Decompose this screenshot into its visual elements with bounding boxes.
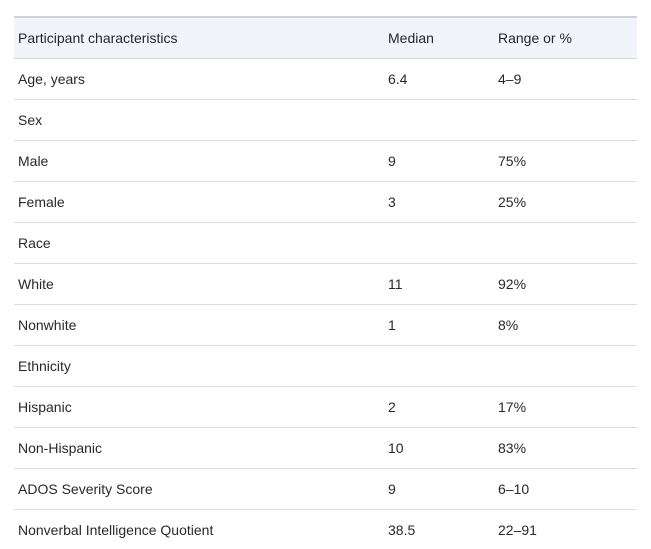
row-label: White bbox=[14, 263, 388, 305]
table-row: Ethnicity bbox=[14, 345, 637, 387]
column-header-characteristics: Participant characteristics bbox=[14, 17, 388, 59]
row-label: Female bbox=[14, 181, 388, 223]
table-row: Race bbox=[14, 222, 637, 264]
row-label: Male bbox=[14, 140, 388, 182]
row-median bbox=[388, 99, 498, 141]
table-header: Participant characteristics Median Range… bbox=[14, 17, 637, 59]
row-label: Nonverbal Intelligence Quotient bbox=[18, 522, 214, 538]
column-header-median: Median bbox=[388, 17, 498, 59]
row-label: ADOS Severity Score bbox=[14, 468, 388, 510]
row-range: 22–91 bbox=[498, 522, 537, 538]
table-body: Age, years 6.4 4–9 Sex Male 9 75% Female… bbox=[14, 58, 637, 549]
row-range bbox=[498, 345, 637, 387]
row-median: 6.4 bbox=[388, 58, 498, 100]
row-label: Age, years bbox=[14, 58, 388, 100]
row-median bbox=[388, 222, 498, 264]
row-median: 10 bbox=[388, 427, 498, 469]
row-label: Nonwhite bbox=[14, 304, 388, 346]
table-row: Sex bbox=[14, 99, 637, 141]
table-row: Nonwhite 1 8% bbox=[14, 304, 637, 346]
row-median bbox=[388, 345, 498, 387]
row-label: Race bbox=[14, 222, 388, 264]
row-label: Non-Hispanic bbox=[14, 427, 388, 469]
table-row: Age, years 6.4 4–9 bbox=[14, 58, 637, 100]
row-range bbox=[498, 222, 637, 264]
row-label: Ethnicity bbox=[14, 345, 388, 387]
participant-characteristics-table: Participant characteristics Median Range… bbox=[14, 16, 637, 549]
row-label: Hispanic bbox=[14, 386, 388, 428]
row-range: 83% bbox=[498, 427, 637, 469]
table-row: Female 3 25% bbox=[14, 181, 637, 223]
column-header-range: Range or % bbox=[498, 17, 637, 59]
table-row: ADOS Severity Score 9 6–10 bbox=[14, 468, 637, 510]
row-range: 25% bbox=[498, 181, 637, 223]
row-label: Sex bbox=[14, 99, 388, 141]
row-range: 6–10 bbox=[498, 468, 637, 510]
row-median: 38.5 bbox=[388, 522, 416, 538]
row-median: 11 bbox=[388, 263, 498, 305]
table-row: Non-Hispanic 10 83% bbox=[14, 427, 637, 469]
row-range: 4–9 bbox=[498, 58, 637, 100]
table-row: Hispanic 2 17% bbox=[14, 386, 637, 428]
row-median: 9 bbox=[388, 140, 498, 182]
table-row: Male 9 75% bbox=[14, 140, 637, 182]
row-median: 9 bbox=[388, 468, 498, 510]
row-range: 8% bbox=[498, 304, 637, 346]
row-range: 17% bbox=[498, 386, 637, 428]
row-range bbox=[498, 99, 637, 141]
header-row: Participant characteristics Median Range… bbox=[14, 17, 637, 59]
table-row: Nonverbal Intelligence Quotient 38.5 22–… bbox=[14, 510, 637, 549]
row-range: 75% bbox=[498, 140, 637, 182]
row-median: 2 bbox=[388, 386, 498, 428]
row-median: 3 bbox=[388, 181, 498, 223]
row-median: 1 bbox=[388, 304, 498, 346]
row-range: 92% bbox=[498, 263, 637, 305]
table-row: White 11 92% bbox=[14, 263, 637, 305]
